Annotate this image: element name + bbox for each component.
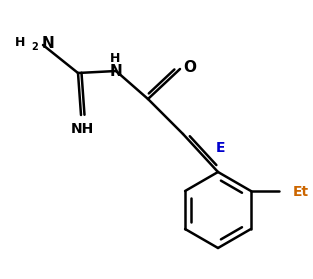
Text: E: E xyxy=(216,141,225,155)
Text: N: N xyxy=(110,64,122,78)
Text: N: N xyxy=(42,37,55,52)
Text: O: O xyxy=(183,59,197,74)
Text: NH: NH xyxy=(70,122,94,136)
Text: Et: Et xyxy=(293,185,309,199)
Text: H: H xyxy=(15,37,25,49)
Text: 2: 2 xyxy=(32,42,38,52)
Text: H: H xyxy=(110,52,120,64)
